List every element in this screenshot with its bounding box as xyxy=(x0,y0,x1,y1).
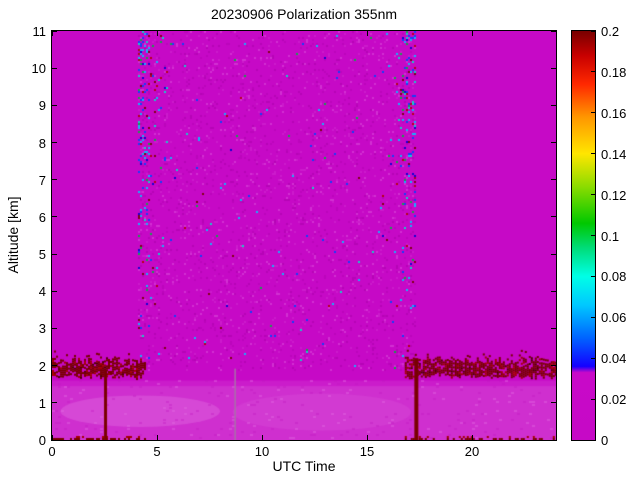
x-tick-mark xyxy=(471,435,473,440)
colorbar-tick-mark xyxy=(591,30,595,32)
y-tick-mark xyxy=(551,216,556,218)
y-tick-mark xyxy=(551,179,556,181)
y-tick-mark xyxy=(551,30,556,32)
x-tick-label: 20 xyxy=(464,444,480,459)
y-tick-label: 2 xyxy=(38,358,46,374)
colorbar-tick-mark xyxy=(591,398,595,400)
heatmap-canvas xyxy=(52,31,556,440)
colorbar-tick-mark xyxy=(591,153,595,155)
x-axis-label: UTC Time xyxy=(272,458,336,474)
y-tick-label: 6 xyxy=(38,209,46,225)
y-tick-mark xyxy=(52,253,57,255)
x-tick-mark xyxy=(156,435,158,440)
y-tick-mark xyxy=(52,67,57,69)
y-tick-label: 8 xyxy=(38,135,46,151)
y-tick-label: 9 xyxy=(38,98,46,114)
colorbar-tick-mark xyxy=(591,439,595,441)
x-tick-mark xyxy=(261,435,263,440)
y-tick-label: 7 xyxy=(38,172,46,188)
y-tick-label: 1 xyxy=(38,395,46,411)
colorbar-tick-label: 0.16 xyxy=(601,105,627,121)
x-tick-label: 0 xyxy=(48,444,56,459)
colorbar-gradient xyxy=(572,31,595,440)
y-tick-mark xyxy=(551,402,556,404)
plot-area xyxy=(51,30,557,441)
x-tick-label: 5 xyxy=(153,444,161,459)
y-tick-mark xyxy=(551,290,556,292)
x-tick-mark xyxy=(51,435,53,440)
colorbar-tick-mark xyxy=(591,235,595,236)
y-tick-label: 11 xyxy=(32,24,47,39)
x-tick-mark xyxy=(261,31,263,36)
colorbar-tick-label: 0.06 xyxy=(601,310,627,326)
colorbar-tick-mark xyxy=(591,316,595,318)
y-tick-mark xyxy=(52,402,57,404)
y-tick-mark xyxy=(551,104,556,106)
y-tick-label: 0 xyxy=(38,433,46,448)
y-tick-mark xyxy=(52,290,57,292)
y-tick-mark xyxy=(52,142,57,144)
colorbar-tick-mark xyxy=(591,275,595,277)
y-tick-mark xyxy=(551,365,556,367)
y-tick-mark xyxy=(52,179,57,181)
colorbar-tick-label: 0 xyxy=(601,433,609,448)
x-tick-mark xyxy=(51,31,53,36)
y-tick-mark xyxy=(551,142,556,144)
colorbar xyxy=(571,30,596,441)
y-tick-mark xyxy=(52,365,57,367)
chart-title: 20230906 Polarization 355nm xyxy=(210,6,398,22)
colorbar-tick-mark xyxy=(591,357,595,359)
y-tick-mark xyxy=(551,327,556,329)
y-tick-label: 5 xyxy=(38,247,46,263)
x-tick-mark xyxy=(156,31,158,36)
colorbar-tick-mark xyxy=(591,194,595,196)
y-tick-mark xyxy=(52,439,57,441)
colorbar-tick-label: 0.18 xyxy=(601,64,627,80)
colorbar-tick-mark xyxy=(591,71,595,73)
y-tick-label: 10 xyxy=(31,61,46,77)
y-tick-mark xyxy=(52,327,57,329)
x-tick-label: 15 xyxy=(359,444,375,459)
y-tick-label: 3 xyxy=(38,321,46,337)
colorbar-tick-label: 0.04 xyxy=(601,351,627,367)
x-tick-mark xyxy=(366,31,368,36)
colorbar-tick-label: 0.12 xyxy=(601,187,627,203)
x-tick-mark xyxy=(366,435,368,440)
x-tick-mark xyxy=(471,31,473,36)
y-tick-mark xyxy=(52,30,57,32)
y-tick-mark xyxy=(551,253,556,255)
colorbar-tick-label: 0.2 xyxy=(601,24,620,39)
colorbar-tick-label: 0.14 xyxy=(601,146,627,162)
y-tick-mark xyxy=(52,216,57,218)
y-tick-mark xyxy=(52,104,57,106)
colorbar-tick-label: 0.08 xyxy=(601,269,627,285)
x-tick-label: 10 xyxy=(254,444,270,459)
colorbar-tick-label: 0.02 xyxy=(601,392,627,408)
y-tick-mark xyxy=(551,439,556,441)
colorbar-tick-mark xyxy=(591,112,595,114)
y-tick-mark xyxy=(551,67,556,69)
colorbar-tick-label: 0.1 xyxy=(601,228,620,244)
y-tick-label: 4 xyxy=(38,284,46,300)
